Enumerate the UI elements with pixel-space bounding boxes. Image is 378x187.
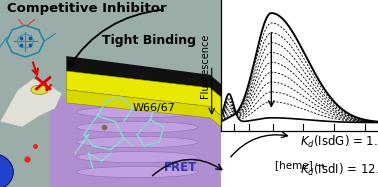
Ellipse shape (76, 151, 198, 163)
Ellipse shape (76, 107, 198, 118)
Polygon shape (67, 71, 221, 116)
Polygon shape (67, 90, 221, 127)
Ellipse shape (31, 85, 49, 94)
Ellipse shape (76, 122, 198, 133)
Text: Tight Binding: Tight Binding (102, 34, 196, 47)
FancyBboxPatch shape (0, 0, 221, 187)
Text: Competitive Inhibitor: Competitive Inhibitor (7, 2, 166, 15)
Text: $\mathit{K_d}$(IsdI) = 12.9 nM: $\mathit{K_d}$(IsdI) = 12.9 nM (299, 162, 378, 178)
Text: [heme] →: [heme] → (275, 160, 324, 170)
Ellipse shape (76, 166, 198, 178)
Text: W66/67: W66/67 (133, 103, 175, 114)
Circle shape (0, 153, 13, 187)
Ellipse shape (76, 137, 198, 148)
Text: $\mathit{K_d}$(IsdG) = 1.4 nM: $\mathit{K_d}$(IsdG) = 1.4 nM (299, 134, 378, 150)
Polygon shape (67, 56, 221, 97)
Text: FRET: FRET (164, 161, 197, 174)
Polygon shape (0, 79, 62, 127)
Polygon shape (49, 97, 221, 187)
Text: Fluorescence: Fluorescence (200, 33, 211, 98)
